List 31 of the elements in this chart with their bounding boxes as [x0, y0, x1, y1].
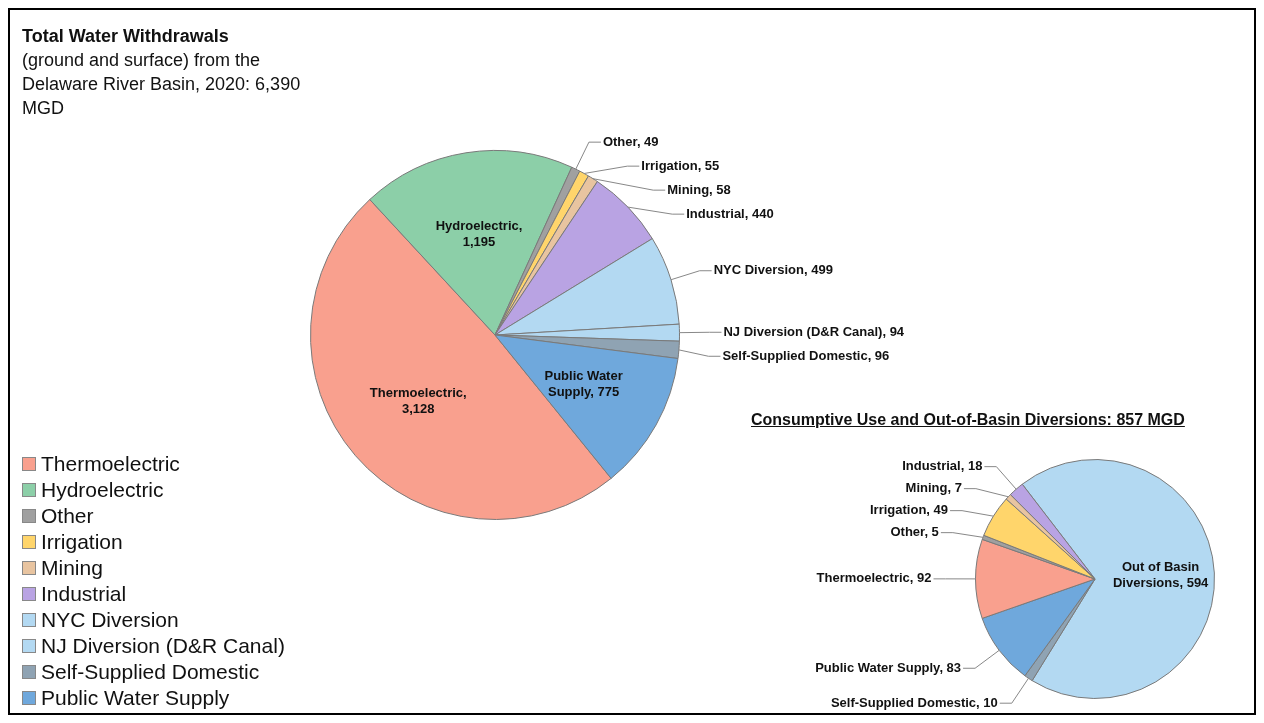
- data-label: Self-Supplied Domestic, 10: [830, 694, 998, 710]
- data-label: Other, 49: [602, 133, 659, 149]
- data-label: Mining, 7: [905, 480, 962, 496]
- data-label: NJ Diversion (D&R Canal), 94: [723, 323, 905, 339]
- legend-label: Mining: [41, 555, 103, 581]
- data-label: Other, 5: [890, 524, 939, 540]
- data-label: NYC Diversion, 499: [713, 262, 833, 278]
- legend-label: Industrial: [41, 581, 127, 607]
- data-label: Mining, 58: [667, 181, 731, 197]
- legend-label: Thermoelectric: [41, 451, 180, 477]
- data-label: Industrial, 18: [902, 458, 983, 474]
- chart-title: Total Water Withdrawals: [22, 25, 230, 48]
- data-label: Out of Basin Diversions, 594: [1112, 559, 1210, 591]
- chart-title: Consumptive Use and Out-of-Basin Diversions: 857 MGD: [751, 410, 1186, 430]
- data-label: Industrial, 440: [686, 205, 774, 221]
- chart-subtitle: (ground and surface) from the Delaware River Basin, 2020: 6,390 MGD: [22, 49, 302, 120]
- data-label: Self-Supplied Domestic, 96: [722, 347, 890, 363]
- legend-label: Public Water Supply: [41, 685, 230, 711]
- data-label: Public Water Supply, 775: [544, 368, 623, 400]
- data-label: Public Water Supply, 83: [815, 659, 962, 675]
- data-label: Irrigation, 49: [870, 502, 949, 518]
- legend-label: Other: [41, 503, 94, 529]
- data-label: Irrigation, 55: [641, 157, 720, 173]
- legend-label: NJ Diversion (D&R Canal): [41, 633, 285, 659]
- data-label: Thermoelectric, 92: [816, 570, 932, 586]
- legend-label: Irrigation: [41, 529, 123, 555]
- data-label: Hydroelectric, 1,195: [435, 218, 523, 250]
- legend-label: Hydroelectric: [41, 477, 164, 503]
- legend-label: Self-Supplied Domestic: [41, 659, 260, 685]
- data-label: Thermoelectric, 3,128: [369, 384, 467, 416]
- legend-label: NYC Diversion: [41, 607, 179, 633]
